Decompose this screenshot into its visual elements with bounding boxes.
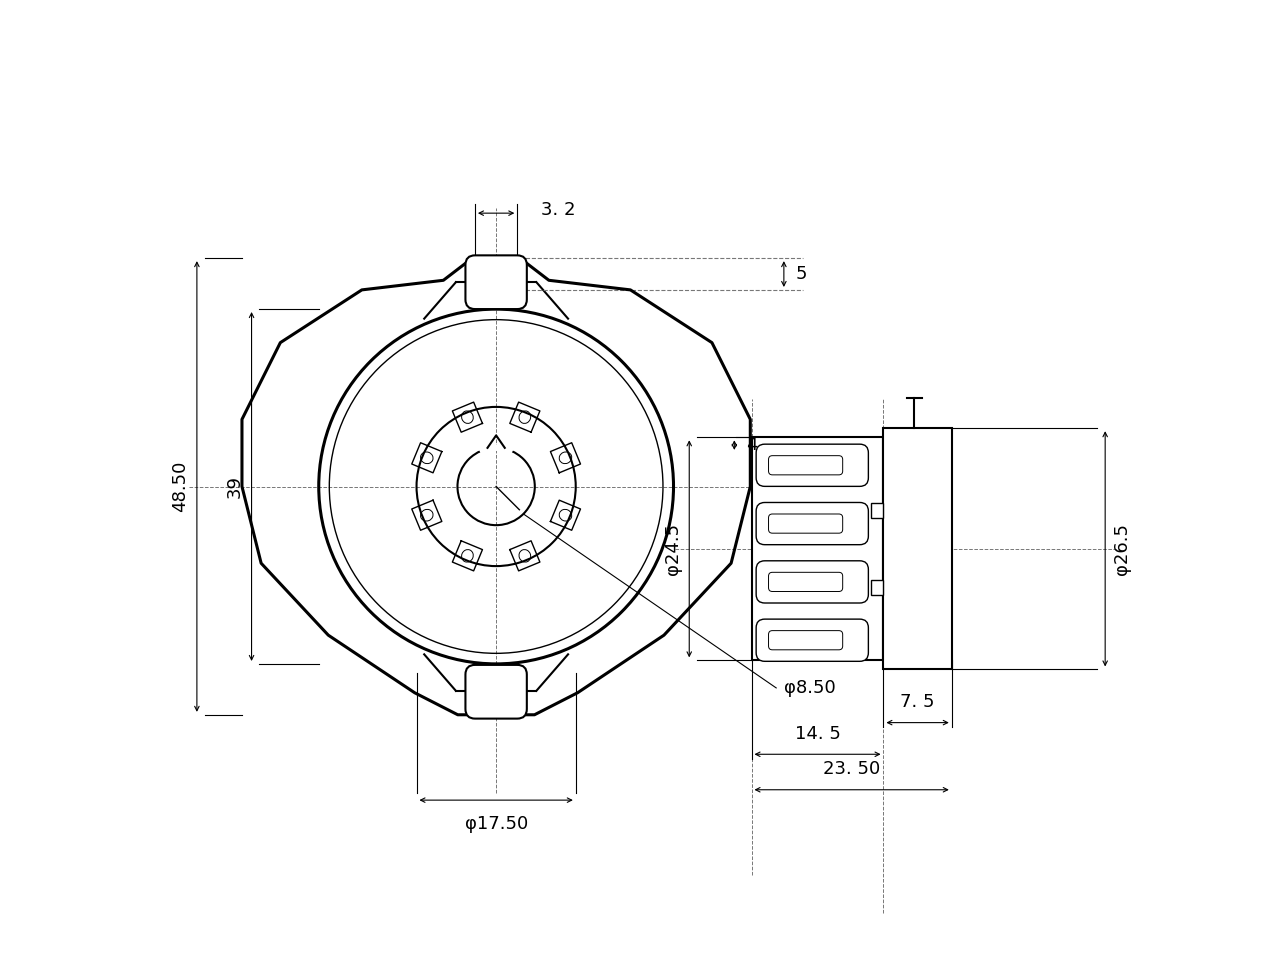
Text: 48.50: 48.50 (172, 461, 189, 512)
Text: 39: 39 (225, 475, 244, 498)
Text: φ8.50: φ8.50 (783, 679, 836, 697)
Bar (870, 580, 883, 595)
Bar (883, 428, 952, 669)
Text: φ17.50: φ17.50 (465, 815, 527, 834)
Text: 14. 5: 14. 5 (795, 725, 841, 742)
Text: 23. 50: 23. 50 (823, 760, 881, 778)
Bar (751, 438, 883, 661)
Text: 7. 5: 7. 5 (900, 693, 934, 711)
FancyBboxPatch shape (466, 255, 527, 309)
FancyBboxPatch shape (756, 560, 868, 603)
FancyBboxPatch shape (756, 619, 868, 662)
FancyBboxPatch shape (768, 572, 842, 592)
Text: 3. 2: 3. 2 (541, 201, 576, 219)
Text: φ26.5: φ26.5 (1112, 523, 1130, 575)
FancyBboxPatch shape (768, 514, 842, 533)
FancyBboxPatch shape (768, 455, 842, 475)
Text: 4: 4 (746, 436, 758, 454)
Text: 5: 5 (795, 265, 806, 283)
FancyBboxPatch shape (756, 444, 868, 486)
FancyBboxPatch shape (466, 665, 527, 719)
Text: φ24.5: φ24.5 (663, 523, 681, 575)
FancyBboxPatch shape (768, 631, 842, 650)
FancyBboxPatch shape (756, 502, 868, 545)
Bar (870, 503, 883, 519)
